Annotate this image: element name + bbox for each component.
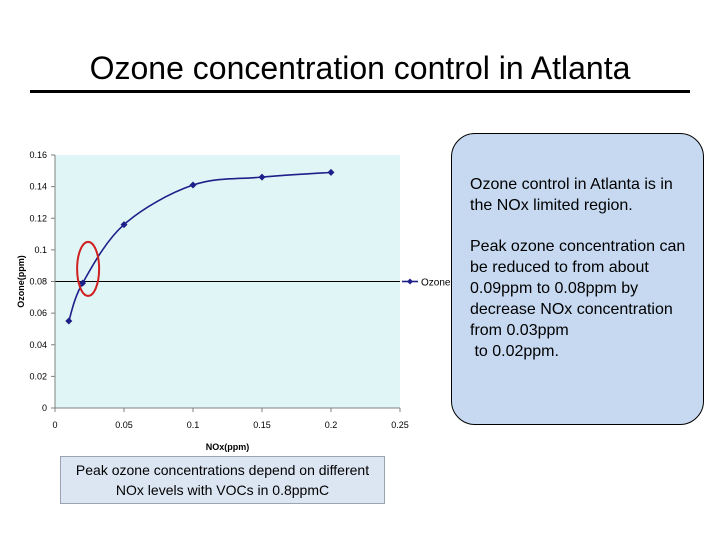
x-tick-label: 0.15 [253,420,271,430]
x-tick-label: 0.25 [391,420,409,430]
data-point [120,221,128,229]
callout-paragraph-1: Ozone control in Atlanta is in the NOx l… [470,176,678,214]
x-tick-label: 0.1 [187,420,200,430]
y-tick-label: 0.1 [34,245,47,255]
y-tick-label: 0.16 [29,150,47,160]
x-tick-label: 0 [52,420,57,430]
ozone-chart-svg: 0 0.02 0.04 0.06 0.08 0.1 0.12 0.14 0.16 0 0.05 0.1… [16,150,450,452]
data-point [327,168,335,176]
title-underline [30,90,690,93]
caption-box: Peak ozone concentrations depend on diff… [60,456,385,504]
y-tick-label: 0.06 [29,308,47,318]
data-point [79,279,87,287]
y-tick-label: 0.02 [29,371,47,381]
slide-title: Ozone concentration control in Atlanta [89,50,631,86]
x-axis-title: NOx(ppm) [206,442,250,452]
y-tick-label: 0.14 [29,182,47,192]
callout-box: Ozone control in Atlanta is in the NOx l… [451,133,704,425]
highlight-ellipse [76,240,101,297]
data-point [65,317,73,325]
ozone-chart: 0 0.02 0.04 0.06 0.08 0.1 0.12 0.14 0.16 0 0.05 0.1… [10,140,450,460]
data-point [189,181,197,189]
y-axis-title: Ozone(ppm) [16,255,26,308]
callout-paragraph-2: Peak ozone concentration can be reduced … [470,238,686,360]
x-tick-label: 0.05 [115,420,133,430]
legend-label: Ozone [421,278,450,289]
data-point [258,173,266,181]
legend-marker [407,278,413,285]
y-tick-label: 0.08 [29,277,47,287]
y-tick-label: 0 [42,403,47,413]
y-tick-label: 0.04 [29,340,47,350]
y-tick-label: 0.12 [29,213,47,223]
x-tick-label: 0.2 [325,420,338,430]
